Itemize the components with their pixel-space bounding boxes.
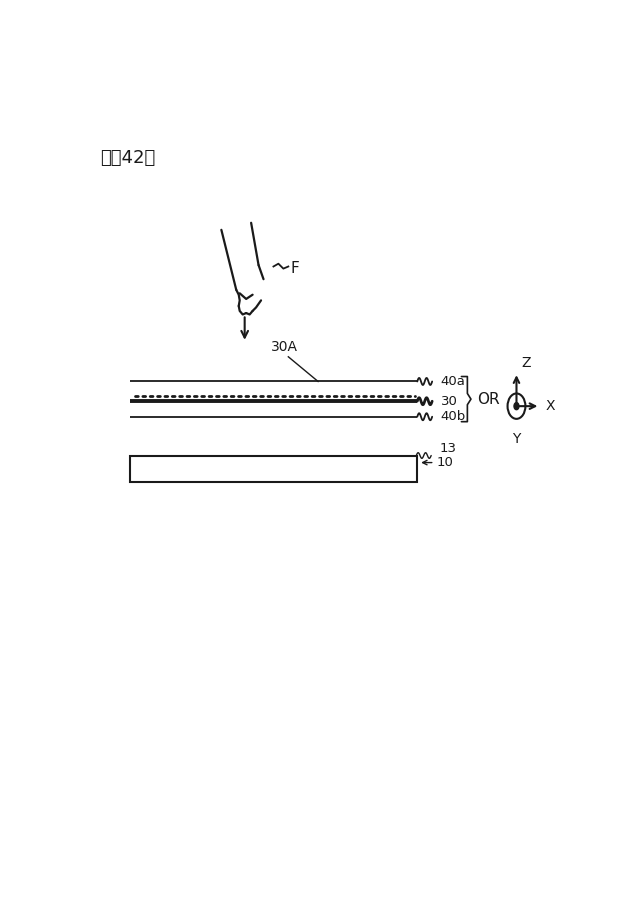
Bar [129, 455, 417, 483]
Text: 40a: 40a [440, 375, 465, 388]
Circle shape [514, 403, 519, 409]
Text: 30: 30 [440, 395, 458, 408]
Text: 13: 13 [440, 442, 456, 455]
Text: X: X [545, 399, 555, 413]
Text: Z: Z [522, 356, 531, 370]
Text: Y: Y [512, 431, 521, 445]
Text: F: F [291, 261, 300, 276]
Text: 【困42】: 【困42】 [100, 148, 155, 167]
Text: 40b: 40b [440, 410, 466, 423]
Text: 30A: 30A [271, 340, 298, 354]
Text: 10: 10 [436, 456, 453, 469]
Text: OR: OR [477, 392, 500, 407]
